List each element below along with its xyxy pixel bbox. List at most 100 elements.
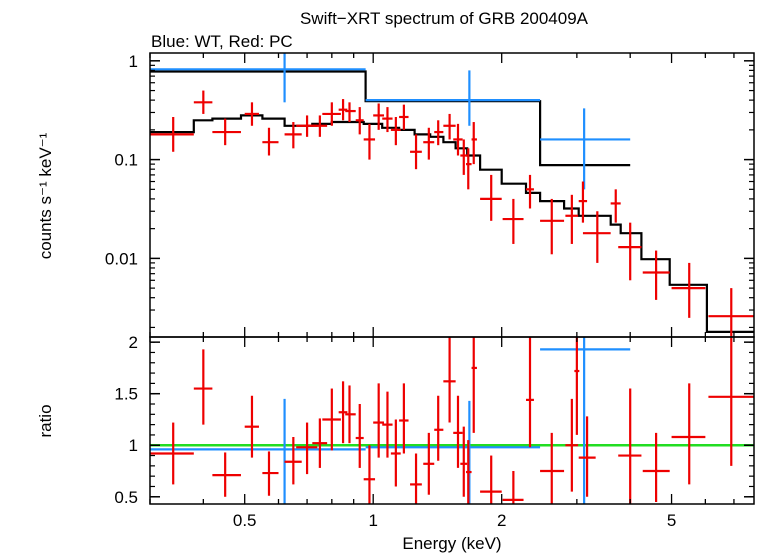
wt-data-point — [540, 108, 631, 190]
pc-data-point — [618, 388, 642, 504]
pc-data-point — [671, 383, 706, 485]
pc-data-point — [618, 222, 642, 281]
y-tick-label: 1 — [129, 436, 138, 455]
pc-data-point — [338, 99, 348, 121]
pc-data-point — [399, 383, 409, 454]
x-tick-label: 0.5 — [233, 511, 257, 530]
chart-subtitle: Blue: WT, Red: PC — [151, 32, 293, 51]
pc-data-point — [708, 337, 754, 466]
y-tick-label: 1 — [129, 52, 138, 71]
pc-data-point — [708, 288, 754, 337]
chart-title: Swift−XRT spectrum of GRB 200409A — [300, 9, 589, 28]
x-axis-label: Energy (keV) — [402, 534, 501, 553]
ratio-frame — [149, 336, 755, 505]
pc-data-point — [471, 122, 477, 165]
pc-data-point — [373, 103, 384, 130]
pc-data-point — [443, 113, 456, 140]
pc-data-point — [212, 452, 241, 497]
wt-data-point — [540, 337, 631, 504]
pc-data-point — [471, 337, 477, 433]
spectrum-panel: 1 0.1 0.01 — [105, 52, 754, 337]
pc-data-point — [540, 432, 565, 504]
pc-data-point — [565, 398, 579, 492]
pc-data-point — [578, 416, 596, 497]
wt-data-point — [365, 70, 541, 126]
pc-data-point — [150, 422, 194, 485]
pc-data-point — [150, 116, 194, 152]
pc-data-point — [262, 451, 279, 496]
pc-data-point — [345, 102, 356, 123]
pc-data-point — [642, 250, 670, 300]
pc-data-point — [312, 418, 328, 468]
pc-data-point — [525, 337, 534, 448]
x-tick-label: 1 — [368, 511, 377, 530]
pc-data-point — [212, 118, 241, 146]
pc-data-point — [373, 383, 384, 458]
pc-data-point — [565, 194, 579, 244]
pc-data-point — [453, 395, 463, 468]
y-axis-label-spectrum: counts s⁻¹ keV⁻¹ — [36, 132, 55, 259]
pc-data-point — [480, 455, 502, 504]
pc-data-point — [434, 395, 444, 461]
pc-data-point — [345, 385, 356, 444]
x-tick-label: 5 — [667, 511, 676, 530]
pc-data-point — [423, 432, 435, 495]
pc-data-point — [382, 107, 393, 133]
pc-data-point — [502, 471, 524, 504]
pc-data-point — [410, 453, 422, 504]
y-axis-label-ratio: ratio — [36, 404, 55, 437]
y-tick-label: 1.5 — [114, 385, 138, 404]
y-tick-label: 0.5 — [114, 488, 138, 507]
pc-data-point — [363, 445, 376, 504]
pc-data-point — [423, 127, 435, 160]
pc-data-point — [460, 139, 468, 175]
pc-data-point — [410, 134, 422, 170]
pc-data-point — [460, 426, 468, 497]
pc-data-point — [574, 337, 580, 435]
pc-data-point — [363, 123, 376, 160]
pc-data-point — [296, 422, 318, 475]
pc-data-point — [284, 436, 302, 485]
pc-data-point — [390, 419, 401, 487]
y-tick-label: 2 — [129, 333, 138, 352]
pc-data-point — [284, 122, 302, 149]
pc-data-point — [582, 211, 611, 263]
pc-data-point — [322, 388, 341, 451]
pc-data-point — [480, 174, 502, 221]
model-line-pc — [150, 114, 754, 333]
pc-data-point — [244, 102, 259, 126]
pc-data-point — [671, 262, 706, 318]
wt-data-point — [150, 398, 366, 504]
pc-data-point — [355, 107, 364, 135]
pc-data-point — [466, 148, 472, 190]
spectrum-frame — [149, 52, 755, 338]
wt-data-point — [365, 400, 541, 504]
pc-data-point — [382, 391, 393, 458]
pc-data-point — [312, 115, 328, 137]
pc-data-point — [434, 120, 444, 146]
pc-data-point — [453, 123, 463, 156]
pc-data-point — [244, 395, 259, 458]
pc-data-point — [578, 181, 588, 223]
pc-data-point — [502, 198, 524, 244]
pc-data-point — [443, 337, 456, 423]
pc-data-point — [642, 432, 670, 502]
pc-data-point — [262, 127, 279, 156]
pc-data-point — [338, 381, 348, 444]
ratio-panel: 0.5 1 1.5 2 0.5 1 2 5 — [114, 333, 754, 530]
pc-data-point — [525, 174, 534, 209]
wt-data-point — [150, 53, 366, 103]
pc-data-point — [466, 440, 472, 504]
pc-data-point — [540, 198, 565, 255]
pc-data-point — [322, 102, 341, 126]
pc-data-point — [193, 349, 213, 425]
y-tick-label: 0.01 — [105, 249, 138, 268]
pc-data-point — [390, 116, 401, 146]
pc-data-point — [193, 90, 213, 114]
pc-data-point — [610, 189, 621, 223]
y-tick-label: 0.1 — [114, 151, 138, 170]
pc-data-point — [355, 404, 364, 468]
x-tick-label: 2 — [497, 511, 506, 530]
pc-data-point — [399, 104, 409, 130]
